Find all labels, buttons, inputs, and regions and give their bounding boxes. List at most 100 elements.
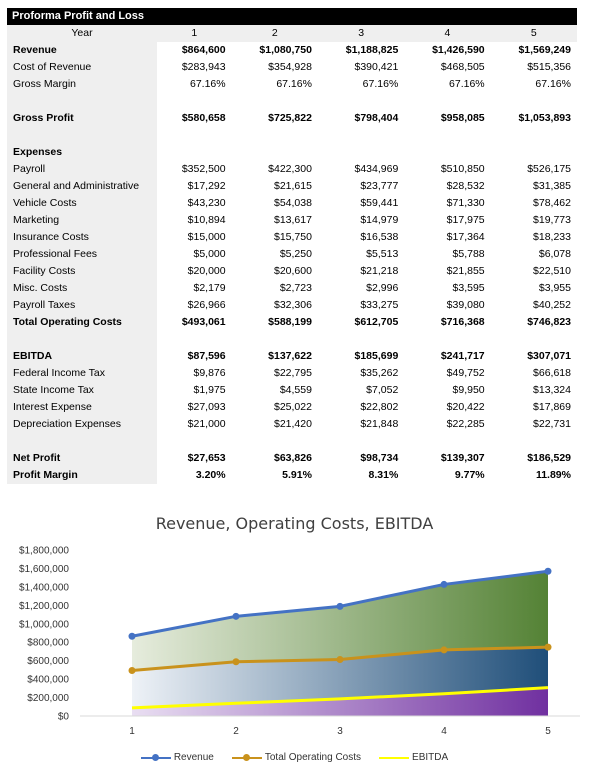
table-row: Vehicle Costs $43,230 $54,038 $59,441 $71,33… bbox=[7, 195, 577, 212]
cell-value: $2,996 bbox=[366, 282, 399, 294]
table-row: State Income Tax $1,975 $4,559 $7,052 $9,950… bbox=[7, 382, 577, 399]
cell-value bbox=[318, 433, 404, 450]
cell-value: $17,975 bbox=[446, 214, 485, 226]
cell-value bbox=[404, 433, 490, 450]
chart-svg: $0 $200,000 $400,000 $600,000 $800,000 $1,000… bbox=[19, 546, 580, 737]
cell-value: $7,052 bbox=[366, 384, 399, 396]
year-header: 4 bbox=[404, 25, 491, 42]
cell-value: $1,569,249 bbox=[518, 44, 571, 56]
row-label bbox=[7, 127, 157, 144]
y-tick-label: $800,000 bbox=[27, 638, 69, 649]
cell-value: $21,855 bbox=[446, 265, 485, 277]
cell-value: $15,750 bbox=[273, 231, 312, 243]
data-point bbox=[440, 646, 448, 654]
cell-value: $493,061 bbox=[181, 316, 226, 328]
cell-value: $3,955 bbox=[538, 282, 571, 294]
cell-value: $18,233 bbox=[533, 231, 571, 243]
cell-value: $21,000 bbox=[187, 418, 226, 430]
table-row: Revenue $864,600 $1,080,750 $1,188,825 $1,42… bbox=[7, 42, 577, 59]
legend-label: EBITDA bbox=[412, 752, 449, 763]
table-row bbox=[7, 93, 577, 110]
y-tick-label: $0 bbox=[58, 712, 70, 723]
row-label bbox=[7, 433, 157, 450]
cell-value bbox=[491, 127, 577, 144]
cell-value: $22,510 bbox=[533, 265, 571, 277]
legend-item: Revenue bbox=[140, 752, 214, 763]
cell-value bbox=[491, 144, 577, 161]
row-label: Interest Expense bbox=[7, 399, 157, 416]
chart-legend: Revenue Total Operating Costs EBITDA bbox=[0, 752, 589, 763]
cell-value: $283,943 bbox=[181, 61, 226, 73]
cell-value: 11.89% bbox=[535, 469, 571, 481]
y-tick-label: $1,200,000 bbox=[19, 601, 69, 612]
cell-value bbox=[491, 93, 577, 110]
x-tick-label: 4 bbox=[441, 726, 447, 737]
cell-value: $22,795 bbox=[273, 367, 312, 379]
cell-value: $21,218 bbox=[360, 265, 399, 277]
cell-value: 67.16% bbox=[362, 78, 399, 90]
cell-value: $1,053,893 bbox=[518, 112, 571, 124]
cell-value: $20,422 bbox=[446, 401, 485, 413]
cell-value: 3.20% bbox=[195, 469, 226, 481]
row-label: Profit Margin bbox=[7, 467, 157, 484]
row-label: Gross Profit bbox=[7, 110, 157, 127]
cell-value: $725,822 bbox=[268, 112, 312, 124]
cell-value: $4,559 bbox=[279, 384, 312, 396]
data-point bbox=[440, 580, 448, 588]
cell-value: $3,595 bbox=[452, 282, 485, 294]
cell-value: $20,600 bbox=[273, 265, 312, 277]
cell-value bbox=[318, 144, 404, 161]
cell-value: $2,723 bbox=[279, 282, 312, 294]
cell-value: $71,330 bbox=[446, 197, 485, 209]
table-row bbox=[7, 127, 577, 144]
cell-value: $2,179 bbox=[193, 282, 226, 294]
cell-value bbox=[318, 331, 404, 348]
data-point bbox=[128, 667, 136, 675]
table-row: Net Profit $27,653 $63,826 $98,734 $139,307 $… bbox=[7, 450, 577, 467]
row-label: EBITDA bbox=[7, 348, 157, 365]
cell-value: $468,505 bbox=[440, 61, 485, 73]
data-point bbox=[336, 655, 344, 663]
cell-value bbox=[157, 93, 232, 110]
cell-value bbox=[318, 93, 404, 110]
cell-value: $32,306 bbox=[273, 299, 312, 311]
cell-value bbox=[232, 93, 318, 110]
cell-value: 67.16% bbox=[449, 78, 485, 90]
legend-label: Total Operating Costs bbox=[264, 752, 362, 763]
cell-value: $139,307 bbox=[440, 452, 485, 464]
table-row: Profit Margin 3.20% 5.91% 8.31% 9.77% 11.89% bbox=[7, 467, 577, 484]
row-label: General and Administrative bbox=[7, 178, 157, 195]
cell-value: $515,356 bbox=[527, 61, 571, 73]
cell-value: $22,285 bbox=[446, 418, 485, 430]
cell-value: $9,950 bbox=[452, 384, 485, 396]
row-label: Professional Fees bbox=[7, 246, 157, 263]
y-tick-label: $1,600,000 bbox=[19, 564, 69, 575]
cell-value: $25,022 bbox=[273, 401, 312, 413]
cell-value: $6,078 bbox=[538, 248, 571, 260]
cell-value: $22,731 bbox=[533, 418, 571, 430]
row-label: Payroll Taxes bbox=[7, 297, 157, 314]
cell-value: $22,802 bbox=[360, 401, 399, 413]
cell-value: 67.16% bbox=[535, 78, 571, 90]
cell-value: $27,093 bbox=[187, 401, 226, 413]
legend-item: Total Operating Costs bbox=[231, 752, 362, 763]
cell-value: $422,300 bbox=[268, 163, 312, 175]
cell-value: $186,529 bbox=[527, 452, 571, 464]
cell-value bbox=[404, 331, 490, 348]
year-header: 2 bbox=[231, 25, 318, 42]
year-header: 1 bbox=[157, 25, 232, 42]
table-row: Cost of Revenue $283,943 $354,928 $390,421 $… bbox=[7, 59, 577, 76]
row-label: Net Profit bbox=[7, 450, 157, 467]
y-tick-label: $1,000,000 bbox=[19, 619, 69, 630]
table-title: Proforma Profit and Loss bbox=[7, 8, 577, 25]
data-point bbox=[544, 643, 552, 651]
cell-value: $510,850 bbox=[440, 163, 485, 175]
row-label: Facility Costs bbox=[7, 263, 157, 280]
cell-value bbox=[404, 93, 490, 110]
table-row: Facility Costs $20,000 $20,600 $21,218 $21,8… bbox=[7, 263, 577, 280]
cell-value bbox=[318, 127, 404, 144]
row-label: Insurance Costs bbox=[7, 229, 157, 246]
cell-value: $98,734 bbox=[360, 452, 399, 464]
table-row: Gross Margin 67.16% 67.16% 67.16% 67.16% 67.1… bbox=[7, 76, 577, 93]
cell-value bbox=[404, 127, 490, 144]
